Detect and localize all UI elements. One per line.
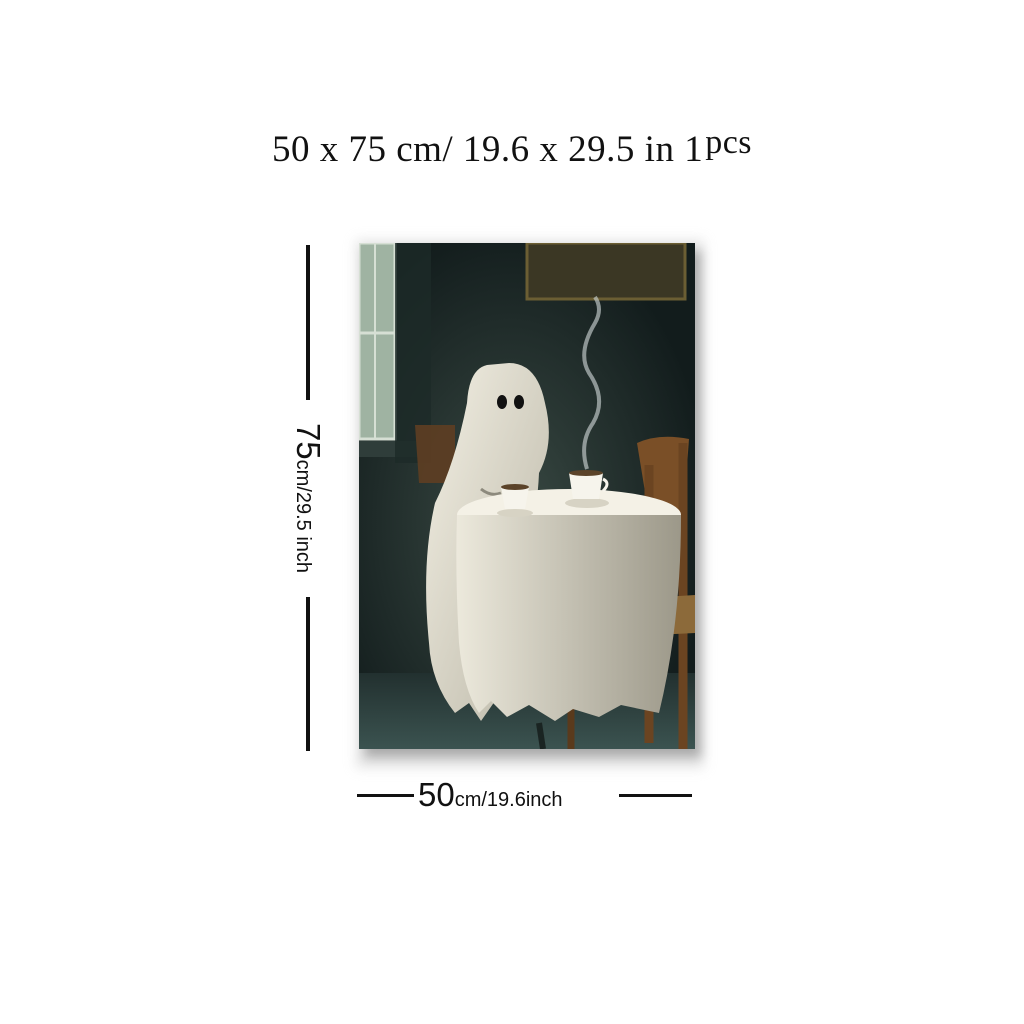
width-line-right <box>619 794 692 797</box>
ghost-painting <box>359 243 695 749</box>
wall-frame <box>525 243 687 301</box>
width-line-left <box>357 794 414 797</box>
coffee-cup <box>497 484 533 517</box>
canvas-print <box>359 243 695 749</box>
size-text: 50 x 75 cm/ 19.6 x 29.5 in <box>271 129 675 170</box>
height-unit: cm/29.5 inch <box>292 459 314 574</box>
piece-count: 1 <box>684 129 704 170</box>
size-heading: 50 x 75 cm/ 19.6 x 29.5 in 1pcs <box>0 124 1024 171</box>
coffee-cup <box>565 470 609 508</box>
height-value: 75 <box>290 422 327 460</box>
height-label: 75cm/29.5 inch <box>289 423 327 573</box>
window <box>359 243 395 439</box>
height-line-top <box>306 245 310 400</box>
piece-unit: pcs <box>705 124 753 161</box>
steam <box>582 295 601 470</box>
width-label: 50cm/19.6inch <box>418 776 563 814</box>
height-line-bottom <box>306 597 310 751</box>
width-value: 50 <box>418 776 455 813</box>
width-unit: cm/19.6inch <box>454 789 563 811</box>
